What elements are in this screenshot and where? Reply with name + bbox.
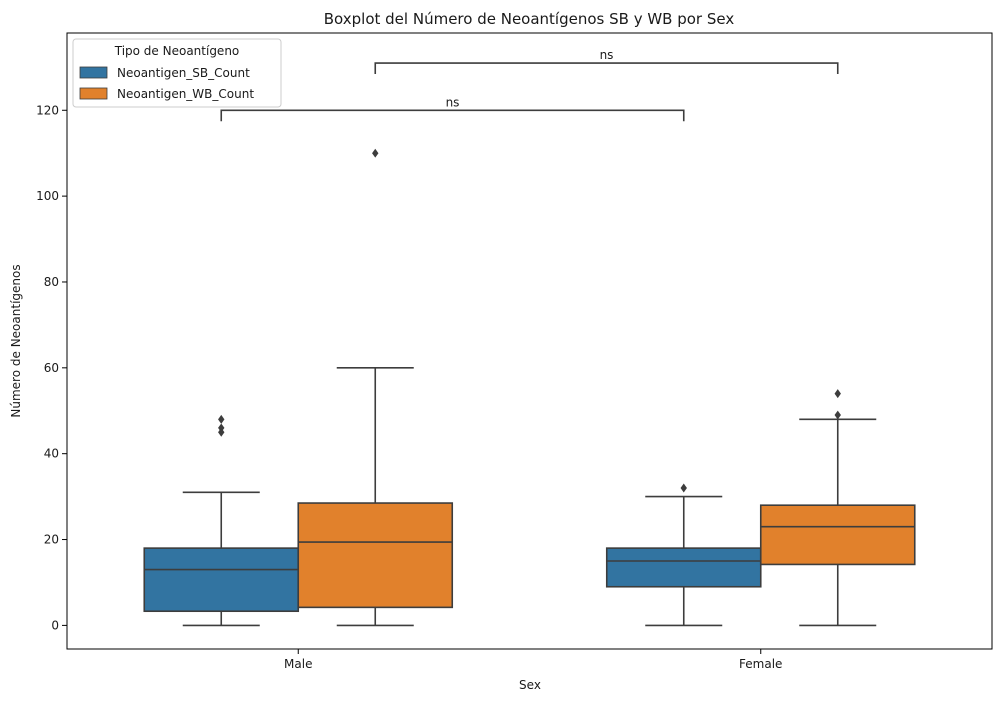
outlier-point [834, 389, 841, 399]
plot-area: 0 20 40 60 80 100 120 Male Female ns ns [36, 48, 916, 671]
chart-title: Boxplot del Número de Neoantígenos SB y … [324, 10, 735, 28]
significance-bracket [374, 62, 839, 75]
box [759, 504, 916, 566]
legend-entry-sb: Neoantigen_SB_Count [117, 66, 250, 80]
significance-label: ns [446, 95, 460, 109]
outlier-point [680, 483, 687, 493]
y-tick-label: 40 [44, 447, 59, 461]
y-tick-label: 0 [51, 618, 59, 632]
legend-frame [72, 38, 282, 108]
legend-title: Tipo de Neoantígeno [114, 44, 240, 58]
x-tick-label: Female [739, 657, 782, 671]
y-tick-label: 100 [36, 189, 59, 203]
x-axis-label: Sex [519, 678, 541, 692]
plot-frame [66, 32, 993, 650]
outlier-point [218, 414, 225, 424]
outlier-point [834, 410, 841, 420]
y-tick-label: 20 [44, 533, 59, 547]
y-tick-label: 60 [44, 361, 59, 375]
box [143, 547, 300, 613]
legend: Tipo de Neoantígeno Neoantigen_SB_Count … [72, 38, 282, 108]
significance-label: ns [600, 48, 614, 62]
y-tick-label: 80 [44, 275, 59, 289]
significance-bracket [220, 109, 685, 122]
x-tick-label: Male [284, 657, 312, 671]
outlier-point [218, 423, 225, 433]
box [605, 547, 762, 588]
legend-entry-wb: Neoantigen_WB_Count [117, 87, 254, 101]
y-axis-label: Número de Neoantígenos [9, 264, 23, 417]
legend-swatch-sb [79, 66, 108, 79]
legend-swatch-wb [79, 87, 108, 100]
box [297, 502, 454, 609]
outlier-point [372, 148, 379, 158]
y-tick-label: 120 [36, 103, 59, 117]
